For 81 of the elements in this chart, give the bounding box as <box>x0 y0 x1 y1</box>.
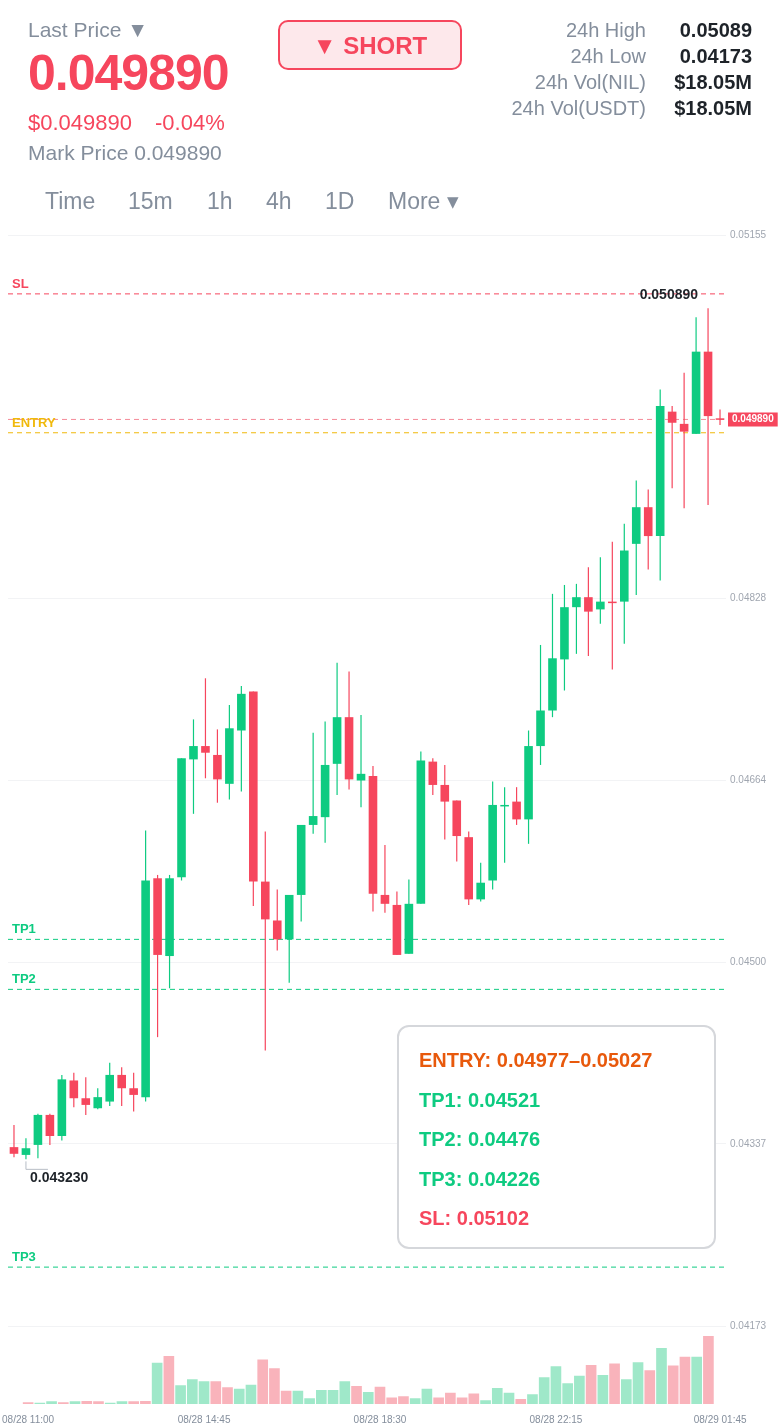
annotation: SL: 0.05102 <box>419 1206 531 1231</box>
candlestick <box>440 764 450 840</box>
x-tick-label: 08/28 14:45 <box>177 1413 231 1425</box>
bar <box>163 1356 175 1404</box>
text: 15m <box>128 188 173 215</box>
text: 1D <box>325 188 355 215</box>
text: 0.04173 <box>679 45 752 68</box>
candlestick <box>69 1072 79 1108</box>
x-tick-label: 08/28 18:30 <box>353 1413 407 1425</box>
text: 24h High <box>565 19 646 42</box>
y-tick-label: 0.04173 <box>730 1319 767 1331</box>
candlestick <box>667 405 677 489</box>
candlestick <box>572 583 581 655</box>
candlestick <box>81 1076 91 1116</box>
bar <box>362 1392 374 1404</box>
x-tick-label: 08/28 11:00 <box>2 1413 55 1425</box>
candlestick <box>201 677 210 779</box>
candlestick <box>512 786 521 826</box>
candlestick <box>129 1072 138 1113</box>
ref-line-label: TP1 <box>12 921 36 937</box>
y-tick-label: 0.04500 <box>730 956 767 968</box>
bar <box>609 1363 620 1404</box>
text: 1h <box>207 188 233 215</box>
bar <box>644 1370 656 1404</box>
text: Time <box>45 188 96 215</box>
candlestick <box>584 566 593 657</box>
y-tick-label: 0.04337 <box>730 1137 767 1149</box>
text: $18.05M <box>674 97 752 120</box>
y-tick-label: 0.05155 <box>730 228 767 240</box>
text: $18.05M <box>674 71 752 94</box>
ref-line-label: SL <box>12 275 29 291</box>
bar <box>597 1375 609 1404</box>
ref-line-label: TP2 <box>12 971 36 987</box>
candlestick <box>272 888 282 952</box>
text: -0.04% <box>155 110 225 136</box>
annotation: 0.043230 <box>29 1169 89 1186</box>
text: 4h <box>266 188 292 215</box>
text: ▼ SHORT <box>278 20 462 70</box>
y-tick-label: 0.04828 <box>730 592 767 604</box>
candlestick <box>715 408 725 426</box>
candlestick <box>21 1137 31 1160</box>
text: Last Price ▼ <box>28 18 148 42</box>
bar <box>151 1362 163 1404</box>
ref-line-label: TP3 <box>12 1249 36 1265</box>
candlestick <box>428 757 438 796</box>
bar <box>69 1401 81 1404</box>
annotation: TP1: 0.04521 <box>419 1087 542 1113</box>
annotation: TP2: 0.04476 <box>419 1127 542 1152</box>
text: 0.049890 <box>28 44 229 102</box>
text: 0.05089 <box>679 19 752 42</box>
bar <box>351 1385 362 1404</box>
candlestick <box>356 714 366 808</box>
text: More ▾ <box>388 188 459 215</box>
candlestick <box>45 1113 55 1146</box>
text: 24h Vol(NIL) <box>534 71 646 94</box>
annotation: ENTRY: 0.04977–0.05027 <box>419 1048 654 1073</box>
candlestick <box>189 718 198 815</box>
candlestick <box>596 556 605 625</box>
annotation: TP3: 0.04226 <box>419 1166 542 1192</box>
x-tick-label: 08/29 01:45 <box>693 1413 747 1425</box>
candlestick <box>9 1124 19 1158</box>
bar <box>703 1336 714 1404</box>
x-tick-label: 08/28 22:15 <box>529 1413 583 1425</box>
text: Mark Price 0.049890 <box>28 141 222 165</box>
candlestick <box>380 844 390 914</box>
ref-line-label: ENTRY <box>12 414 56 430</box>
text: $0.049890 <box>28 110 132 136</box>
bar <box>515 1398 527 1404</box>
candlestick <box>117 1066 126 1107</box>
y-tick-label: 0.04664 <box>730 774 767 786</box>
candlestick <box>308 732 318 835</box>
bar <box>691 1356 703 1404</box>
candlestick <box>679 372 689 509</box>
candlestick <box>93 1087 103 1110</box>
annotation: 0.050890 <box>639 286 699 303</box>
text: 0.049890 <box>732 413 775 425</box>
bar <box>585 1364 597 1404</box>
bar <box>656 1347 667 1404</box>
candlestick <box>476 862 485 903</box>
text: 24h Low <box>570 45 646 68</box>
text: 24h Vol(USDT) <box>511 97 646 120</box>
